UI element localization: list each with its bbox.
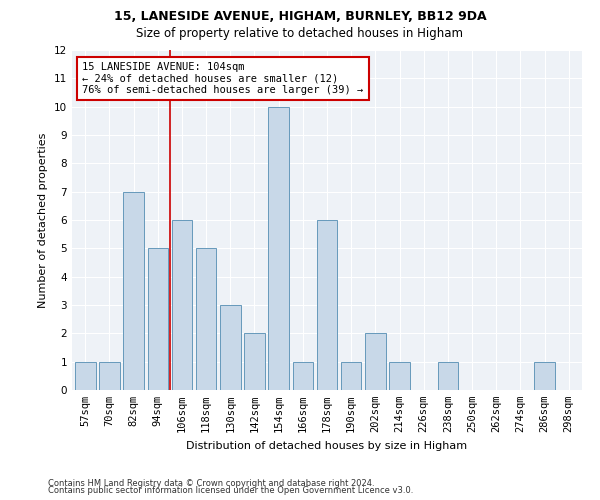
Bar: [317, 220, 337, 390]
Bar: [341, 362, 361, 390]
Text: Size of property relative to detached houses in Higham: Size of property relative to detached ho…: [137, 28, 464, 40]
Bar: [534, 362, 555, 390]
Bar: [293, 362, 313, 390]
Bar: [389, 362, 410, 390]
Text: Contains HM Land Registry data © Crown copyright and database right 2024.: Contains HM Land Registry data © Crown c…: [48, 478, 374, 488]
Y-axis label: Number of detached properties: Number of detached properties: [38, 132, 49, 308]
Bar: [75, 362, 95, 390]
Bar: [124, 192, 144, 390]
Bar: [244, 334, 265, 390]
Bar: [268, 106, 289, 390]
Text: 15 LANESIDE AVENUE: 104sqm
← 24% of detached houses are smaller (12)
76% of semi: 15 LANESIDE AVENUE: 104sqm ← 24% of deta…: [82, 62, 364, 95]
Bar: [172, 220, 192, 390]
Text: 15, LANESIDE AVENUE, HIGHAM, BURNLEY, BB12 9DA: 15, LANESIDE AVENUE, HIGHAM, BURNLEY, BB…: [113, 10, 487, 23]
Text: Contains public sector information licensed under the Open Government Licence v3: Contains public sector information licen…: [48, 486, 413, 495]
Bar: [196, 248, 217, 390]
X-axis label: Distribution of detached houses by size in Higham: Distribution of detached houses by size …: [187, 440, 467, 450]
Bar: [437, 362, 458, 390]
Bar: [220, 305, 241, 390]
Bar: [365, 334, 386, 390]
Bar: [99, 362, 120, 390]
Bar: [148, 248, 168, 390]
